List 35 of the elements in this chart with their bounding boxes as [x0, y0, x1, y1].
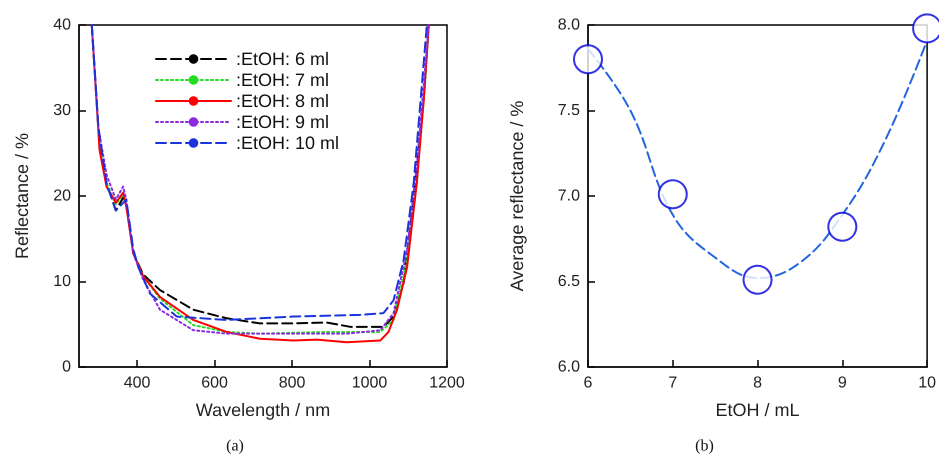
- x-tick-label: 400: [124, 374, 151, 392]
- legend-label: :EtOH: 8 ml: [236, 91, 330, 111]
- x-axis-title: Wavelength / nm: [196, 400, 330, 420]
- y-tick-label: 10: [53, 273, 72, 290]
- y-tick-label: 6.0: [558, 358, 580, 376]
- x-tick-label: 7: [668, 374, 678, 392]
- x-tick-label: 1000: [352, 374, 388, 392]
- x-tick-label: 800: [278, 374, 306, 392]
- y-tick-label: 8.0: [558, 16, 580, 34]
- point: [742, 264, 773, 295]
- x-axis-title: EtOH / mL: [716, 400, 800, 420]
- x-tick-label: 8: [753, 374, 762, 392]
- point: [573, 44, 603, 74]
- y-tick-label: 7.5: [558, 102, 580, 119]
- y-axis-title: Average reflectance / %: [507, 100, 527, 292]
- legend-label: :EtOH: 9 ml: [236, 112, 330, 132]
- text: (a): [226, 438, 244, 454]
- y-tick-label: 20: [53, 188, 72, 204]
- y-axis-title: Reflectance / %: [12, 132, 32, 260]
- x-tick-label: 1200: [429, 374, 465, 392]
- y-tick-label: 40: [53, 16, 72, 34]
- x-tick-label: 6: [584, 374, 593, 392]
- x-tick-label: 9: [838, 374, 847, 392]
- text: (b): [695, 438, 714, 454]
- y-tick-label: 30: [53, 102, 72, 119]
- point: [827, 212, 858, 242]
- legend-label: :EtOH: 10 ml: [236, 133, 340, 153]
- x-tick-label: 600: [201, 374, 228, 392]
- point: [658, 179, 688, 210]
- y-tick-label: 7.0: [558, 188, 580, 204]
- y-tick-label: 6.5: [558, 273, 580, 290]
- y-tick-label: 0: [62, 358, 72, 376]
- legend-label: :EtOH: 6 ml: [236, 49, 330, 69]
- x-tick-label: 10: [918, 374, 936, 392]
- legend-label: :EtOH: 7 ml: [236, 70, 330, 90]
